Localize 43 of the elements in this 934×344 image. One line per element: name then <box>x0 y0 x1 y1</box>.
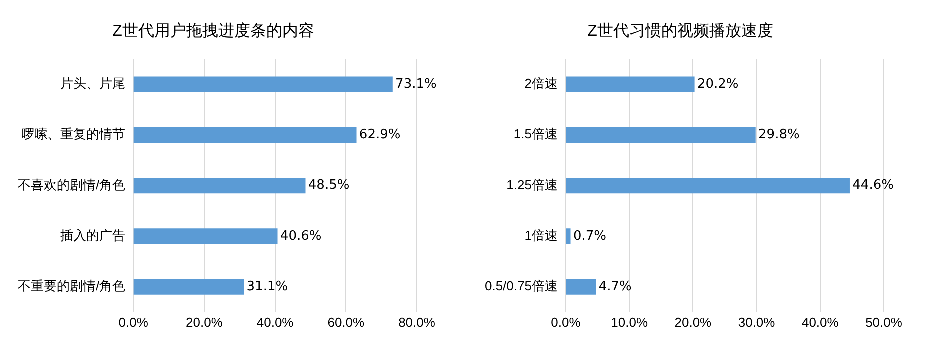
y-tick-label: 1倍速 <box>524 228 558 244</box>
bar <box>134 279 244 295</box>
x-tick-label: 80.0% <box>398 314 436 330</box>
y-tick-label: 2倍速 <box>524 76 558 92</box>
data-label: 4.7% <box>598 279 632 294</box>
y-tick-label: 不重要的剧情/角色 <box>18 278 126 294</box>
bar <box>566 127 756 143</box>
y-tick-label: 插入的广告 <box>60 228 126 244</box>
chart-title: Z世代用户拖拽进度条的内容 <box>112 22 314 40</box>
x-tick-label: 30.0% <box>738 314 776 330</box>
chart-title: Z世代习惯的视频播放速度 <box>588 22 774 40</box>
x-tick-label: 40.0% <box>256 314 294 330</box>
y-tick-label: 1.5倍速 <box>514 126 558 142</box>
y-tick-label: 不喜欢的剧情/角色 <box>18 177 126 192</box>
x-tick-label: 50.0% <box>866 314 903 330</box>
bar <box>134 178 306 194</box>
data-label: 44.6% <box>852 178 894 194</box>
bar <box>134 76 393 92</box>
bar <box>134 127 357 143</box>
x-tick-label: 20.0% <box>674 314 712 330</box>
x-tick-label: 0.0% <box>118 314 149 330</box>
data-label: 29.8% <box>758 128 800 143</box>
bar <box>566 279 596 295</box>
x-tick-label: 0.0% <box>551 314 582 330</box>
data-label: 20.2% <box>697 76 739 92</box>
data-label: 48.5% <box>308 178 350 194</box>
x-tick-label: 40.0% <box>802 314 840 330</box>
bar <box>134 228 278 244</box>
data-label: 0.7% <box>573 228 606 244</box>
data-label: 31.1% <box>246 279 288 294</box>
data-label: 73.1% <box>396 76 437 92</box>
y-tick-label: 啰嗦、重复的情节 <box>22 126 126 142</box>
x-tick-label: 10.0% <box>611 314 648 330</box>
bar <box>566 76 695 92</box>
bar <box>566 228 571 244</box>
data-label: 40.6% <box>280 228 322 244</box>
data-label: 62.9% <box>359 128 401 143</box>
y-tick-label: 片头、片尾 <box>60 76 126 92</box>
bar <box>566 178 850 194</box>
x-tick-label: 20.0% <box>186 314 224 330</box>
x-tick-label: 60.0% <box>328 314 366 330</box>
y-tick-label: 0.5/0.75倍速 <box>484 278 558 294</box>
y-tick-label: 1.25倍速 <box>506 177 558 192</box>
